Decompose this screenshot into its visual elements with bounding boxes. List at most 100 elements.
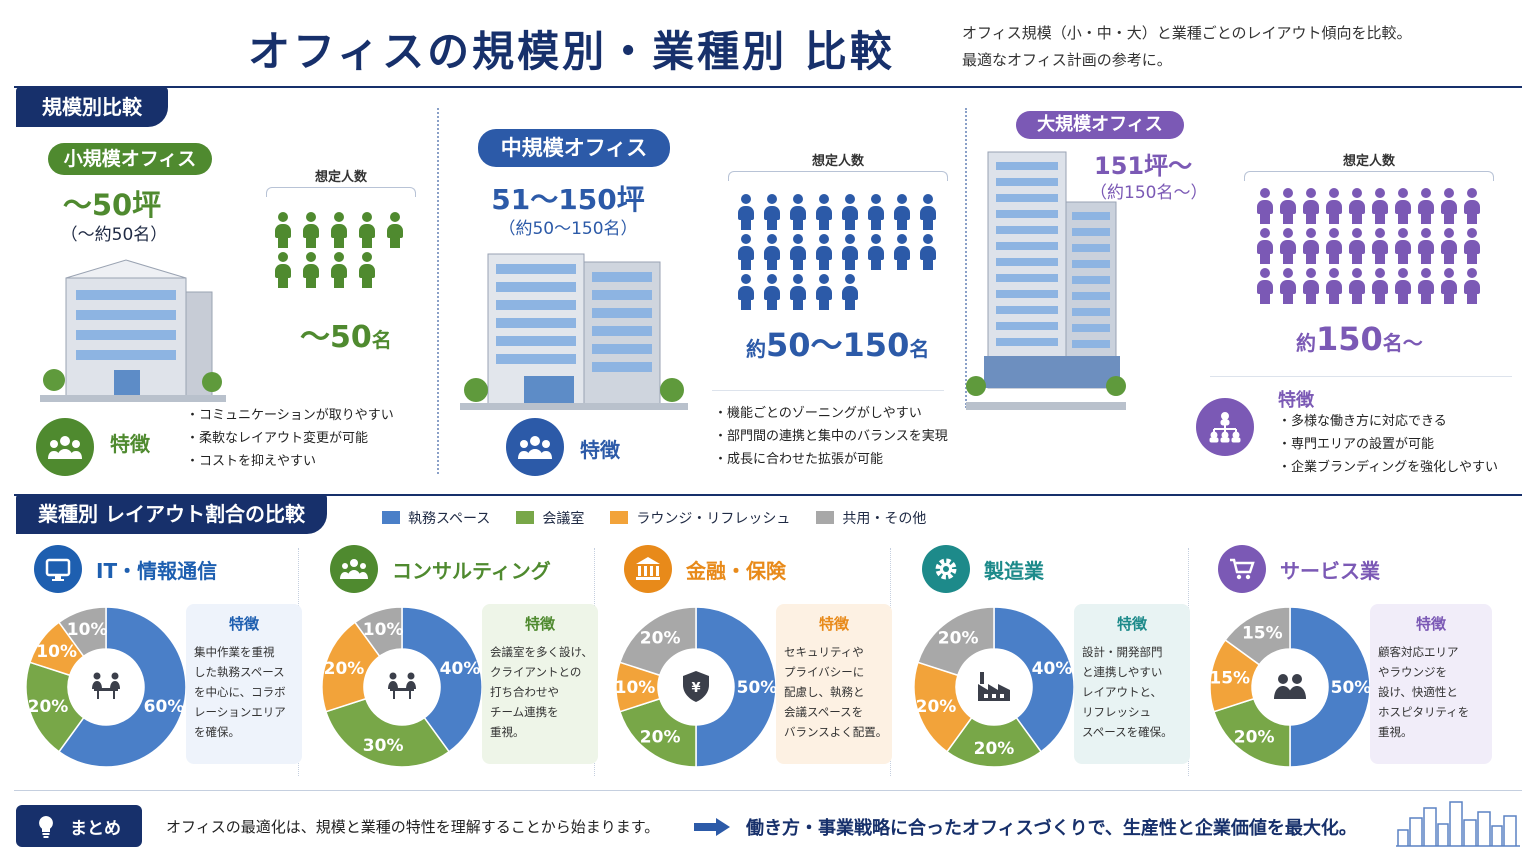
- donut-slice-label: 20%: [324, 659, 365, 679]
- donut-slice-label: 20%: [640, 727, 681, 747]
- medium-person-icon: [815, 194, 833, 230]
- donut-slice-label: 10%: [36, 642, 77, 662]
- large-person-icon: [1463, 268, 1481, 304]
- summary-tab: まとめ: [16, 805, 142, 847]
- card-text-line: した執務スペース: [194, 665, 285, 679]
- card-text-line: 重視。: [490, 725, 525, 739]
- small-person-icon: [358, 212, 376, 248]
- medium-person-icon: [737, 234, 755, 270]
- industry-section-tab: 業種別 レイアウト割合の比較: [16, 494, 327, 534]
- large-feature-list: ・多様な働き方に対応できる ・専門エリアの設置が可能 ・企業ブランディングを強化…: [1278, 410, 1498, 479]
- medium-person-icon: [737, 274, 755, 310]
- legend-swatch: [816, 511, 835, 524]
- large-person-icon: [1440, 228, 1458, 264]
- small-person-icon: [330, 252, 348, 288]
- card-text-line: ホスピタリティを: [1378, 705, 1470, 719]
- industry-rule: [14, 494, 1522, 496]
- large-person-icon: [1256, 268, 1274, 304]
- card-text-line: リフレッシュ: [1082, 705, 1151, 719]
- scale-divider-1: [437, 108, 439, 474]
- bank-icon: [624, 545, 672, 593]
- page-subtitle: オフィス規模（小・中・大）と業種ごとのレイアウト傾向を比較。 最適なオフィス計画…: [962, 20, 1412, 74]
- medium-person-icon: [789, 274, 807, 310]
- industry-name: 金融・保険: [686, 558, 786, 583]
- donut-slice-other: [57, 606, 107, 658]
- card-text-line: クライアントとの: [490, 665, 582, 679]
- card-text-line: 会議スペースを: [784, 705, 864, 719]
- industry-header: 製造業: [922, 545, 1044, 593]
- legend-label: 共用・その他: [842, 511, 927, 527]
- legend-label: ラウンジ・リフレッシュ: [636, 511, 791, 527]
- small-person-icon: [274, 212, 292, 248]
- legend-label: 執務スペース: [408, 511, 491, 527]
- donut-slice-label: 20%: [1234, 727, 1275, 747]
- donut-center: [366, 651, 438, 723]
- large-feature-3: ・企業ブランディングを強化しやすい: [1278, 460, 1498, 475]
- donut-slice-meeting: [324, 697, 451, 768]
- donut-slice-label: 40%: [440, 659, 481, 679]
- donut-slice-label: 30%: [363, 736, 404, 756]
- medium-person-icon: [919, 234, 937, 270]
- cart-icon: [1218, 545, 1266, 593]
- group-icon: [330, 545, 378, 593]
- card-text-line: 設け、快適性と: [1378, 685, 1458, 699]
- legend-swatch: [516, 511, 535, 524]
- scale-divider-2: [965, 108, 967, 408]
- medium-people-bracket: [728, 171, 948, 181]
- summary-text: オフィスの最適化は、規模と業種の特性を理解することから始まります。: [166, 818, 660, 836]
- card-text-line: を確保。: [194, 725, 240, 739]
- donut-slice-label: 15%: [1209, 668, 1250, 688]
- large-people-caption: 想定人数: [1342, 154, 1395, 169]
- card-title: 特徴: [524, 615, 555, 633]
- industry-feature-card: 特徴集中作業を重視 した執務スペース を中心に、コラボ レーションエリア を確保。: [186, 604, 302, 764]
- small-person-icon: [302, 212, 320, 248]
- card-text-line: 設計・開発部門: [1082, 645, 1163, 659]
- large-people-count: 約150名～: [1296, 320, 1423, 358]
- medium-people-icons: [728, 194, 948, 310]
- medium-person-icon: [737, 194, 755, 230]
- card-text-line: 集中作業を重視: [194, 645, 275, 659]
- card-title: 特徴: [1116, 615, 1147, 633]
- industry-header: IT・情報通信: [34, 545, 217, 593]
- large-feature-label: 特徴: [1278, 390, 1314, 411]
- large-feature-1: ・多様な働き方に対応できる: [1278, 414, 1447, 429]
- small-people-count: ～50名: [300, 320, 392, 355]
- large-person-icon: [1325, 268, 1343, 304]
- industry-header: サービス業: [1218, 545, 1380, 593]
- large-person-icon: [1417, 228, 1435, 264]
- medium-person-icon: [763, 234, 781, 270]
- large-building-illustration: [966, 146, 1126, 410]
- large-person-icon: [1256, 228, 1274, 264]
- donut-slice-office: [993, 606, 1075, 753]
- donut-slice-other: [618, 606, 697, 677]
- large-office-people-sub: （約150名～）: [1090, 183, 1208, 203]
- medium-person-icon: [763, 274, 781, 310]
- industry-donut-chart: 40% 20% 20% 20%: [913, 606, 1075, 768]
- small-feature-1: ・コミュニケーションが取りやすい: [186, 408, 394, 423]
- card-text-line: を中心に、コラボ: [194, 685, 286, 699]
- card-text-line: と連携しやすい: [1082, 665, 1163, 679]
- large-people-icons: [1244, 188, 1494, 304]
- small-feature-icon: [36, 418, 94, 476]
- donut-slice-label: 20%: [974, 739, 1015, 759]
- industry-feature-card: 特徴 顧客対応エリア やラウンジを 設け、快適性と ホスピタリティを 重視。: [1370, 604, 1492, 764]
- small-feature-list: ・コミュニケーションが取りやすい ・柔軟なレイアウト変更が可能 ・コストを抑えや…: [186, 404, 394, 473]
- large-feature-2: ・専門エリアの設置が可能: [1278, 437, 1435, 452]
- industry-feature-card: 特徴 会議室を多く設け、 クライアントとの 打ち合わせや チーム連携を 重視。: [482, 604, 598, 764]
- small-feature-3: ・コストを抑えやすい: [186, 454, 317, 469]
- industry-donut-chart: 50% 20% 10% 20% ¥: [615, 606, 777, 768]
- large-person-icon: [1348, 268, 1366, 304]
- large-office-pill: 大規模オフィス: [1016, 111, 1184, 139]
- card-text-line: スペースを確保。: [1082, 725, 1173, 739]
- donut-slice-label: 20%: [640, 629, 681, 649]
- card-title: 特徴: [228, 615, 259, 633]
- medium-person-icon: [815, 234, 833, 270]
- medium-person-icon: [763, 194, 781, 230]
- card-text-line: レーションエリア: [194, 705, 286, 719]
- industry-name: IT・情報通信: [96, 558, 218, 583]
- lightbulb-icon: [39, 816, 53, 838]
- large-person-icon: [1302, 228, 1320, 264]
- medium-person-icon: [789, 194, 807, 230]
- large-feature-icon: [1196, 398, 1254, 456]
- large-person-icon: [1394, 268, 1412, 304]
